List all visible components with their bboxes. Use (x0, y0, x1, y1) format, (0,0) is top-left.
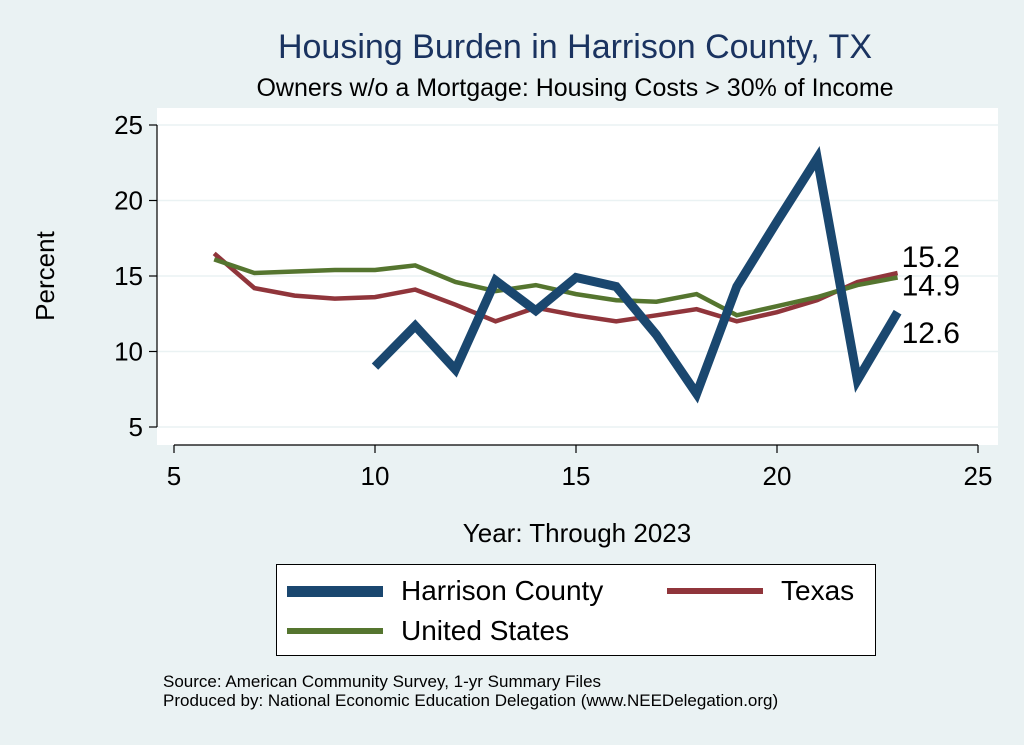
y-tick-label: 15 (114, 261, 143, 291)
end-label-united-states: 14.9 (902, 270, 960, 303)
producer-note: Produced by: National Economic Education… (163, 691, 779, 710)
x-tick-label: 5 (167, 461, 181, 491)
series-line-texas (212, 251, 899, 324)
source-note: Source: American Community Survey, 1-yr … (163, 672, 602, 691)
legend-item-harrison: Harrison County (287, 575, 603, 607)
legend-swatch-texas (667, 588, 763, 594)
legend-label-united-states: United States (401, 615, 570, 646)
legend-swatch-united-states (287, 628, 383, 634)
y-axis-title: Percent (30, 230, 60, 320)
x-tick-label: 20 (763, 461, 792, 491)
x-tick-label: 10 (361, 461, 390, 491)
end-label-harrison-county: 12.6 (902, 317, 960, 350)
legend-label-harrison: Harrison County (401, 575, 604, 606)
y-tick-label: 5 (129, 412, 143, 442)
legend-label-texas: Texas (781, 575, 855, 606)
y-tick-label: 25 (114, 110, 143, 140)
legend-item-texas: Texas (667, 575, 854, 607)
notes: Source: American Community Survey, 1-yr … (163, 672, 778, 710)
chart-subtitle: Owners w/o a Mortgage: Housing Costs > 3… (256, 74, 894, 102)
series-line-harrison-county (371, 146, 902, 404)
legend-swatch-harrison (287, 585, 383, 597)
x-axis-title: Year: Through 2023 (463, 518, 691, 548)
end-label-texas: 15.2 (902, 241, 960, 274)
y-tick-label: 10 (114, 337, 143, 367)
x-tick-label: 15 (562, 461, 591, 491)
x-tick-label: 25 (964, 461, 993, 491)
chart-canvas: 5 10 15 20 25 5 10 15 20 25 Year: Through 2023 Perc… (30, 108, 998, 548)
chart-title: Housing Burden in Harrison County, TX (277, 28, 873, 66)
legend-item-united-states: United States (287, 615, 569, 647)
y-tick-label: 20 (114, 186, 143, 216)
legend: Harrison County Texas United States (276, 564, 876, 656)
